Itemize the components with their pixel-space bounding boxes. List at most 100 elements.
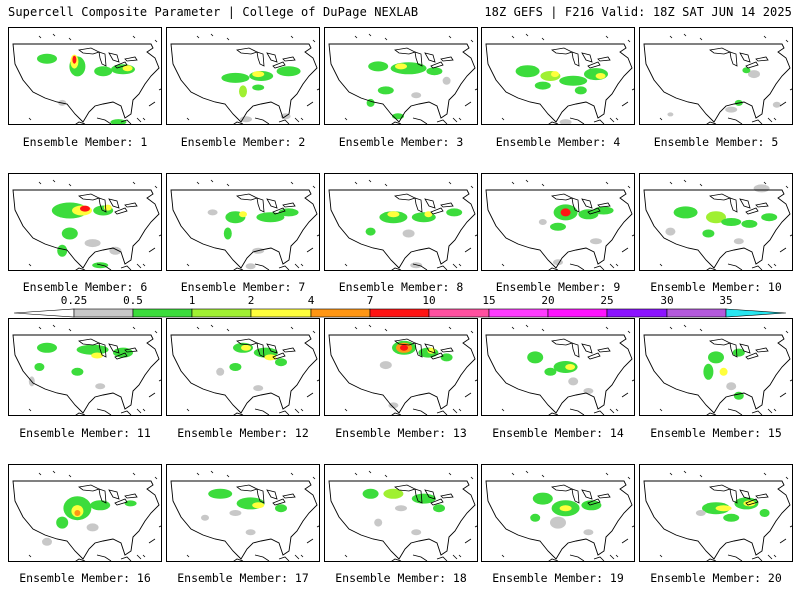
- map-mark: [142, 408, 146, 412]
- us-map-svg: [643, 470, 792, 561]
- ensemble-member-map: [166, 27, 320, 125]
- us-map-svg: [643, 33, 792, 124]
- great-lake: [282, 56, 296, 62]
- coastline: [464, 247, 472, 253]
- scp-contour: [538, 219, 547, 225]
- coastline: [233, 412, 244, 415]
- coastline: [474, 379, 477, 382]
- coastline: [294, 554, 300, 560]
- coastline: [412, 554, 428, 561]
- scp-contour: [446, 208, 463, 217]
- map-mark: [154, 39, 158, 43]
- colorbar-segment: [725, 308, 787, 318]
- colorbar-tick-label: 10: [422, 294, 436, 307]
- map-mark: [28, 554, 32, 558]
- great-lake: [739, 52, 751, 63]
- map-mark: [300, 554, 304, 558]
- ensemble-member-map: [481, 27, 635, 125]
- color-scale-legend: 0.25 0.5 1 2 4 7 10 15 20 25 30 35: [0, 294, 800, 326]
- us-map-svg: [485, 33, 634, 124]
- colorbar-segment: [132, 308, 193, 318]
- coastline: [464, 392, 472, 398]
- great-lake: [108, 489, 120, 500]
- coastline: [706, 412, 717, 415]
- colorbar-tick-label: 0.25: [60, 294, 88, 307]
- coastline: [233, 558, 244, 561]
- map-mark: [52, 324, 56, 328]
- map-mark: [384, 474, 388, 478]
- great-lake: [745, 207, 759, 215]
- ensemble-member-label: Ensemble Member: 5: [653, 135, 779, 149]
- coastline: [464, 101, 472, 107]
- ensemble-member-label: Ensemble Member: 1: [22, 135, 148, 149]
- colorbar-segment: [13, 308, 75, 318]
- scp-contour: [365, 227, 376, 236]
- us-map-svg: [170, 470, 319, 561]
- map-mark: [344, 263, 348, 267]
- us-border: [485, 189, 633, 269]
- scp-contour: [395, 505, 407, 512]
- great-lake: [739, 198, 751, 209]
- coastline: [706, 558, 717, 561]
- great-lake: [282, 347, 296, 353]
- scp-contour: [673, 206, 698, 219]
- ensemble-member-label: Ensemble Member: 7: [180, 280, 306, 294]
- great-lake: [729, 488, 738, 504]
- great-lake: [440, 56, 454, 62]
- great-lake: [745, 498, 759, 506]
- map-mark: [226, 37, 230, 41]
- great-lake: [108, 198, 120, 209]
- coastline: [96, 554, 112, 561]
- map-mark: [669, 472, 673, 476]
- great-lake: [266, 489, 278, 500]
- coastline: [474, 234, 477, 237]
- map-mark: [699, 183, 703, 187]
- coastline: [631, 234, 634, 237]
- coastline: [412, 263, 428, 270]
- coastline: [452, 117, 458, 123]
- scp-contour: [725, 106, 738, 113]
- scp-contour: [208, 488, 233, 499]
- coastline: [75, 412, 86, 415]
- great-lake: [430, 498, 444, 506]
- us-border: [328, 334, 476, 414]
- coastline: [751, 556, 763, 561]
- map-mark: [470, 39, 474, 43]
- scp-contour: [74, 510, 81, 516]
- coastline: [316, 234, 319, 237]
- colorbar-tick-label: 35: [719, 294, 733, 307]
- great-lake: [394, 47, 417, 55]
- map-mark: [627, 476, 631, 480]
- map-mark: [683, 324, 687, 328]
- coastline: [75, 121, 86, 124]
- scp-contour: [240, 116, 252, 123]
- scp-contour: [90, 500, 111, 511]
- scp-contour: [374, 518, 383, 527]
- scp-contour: [748, 70, 760, 79]
- great-lake: [108, 343, 120, 354]
- coastline: [158, 88, 161, 91]
- map-mark: [354, 472, 358, 476]
- great-lake: [755, 202, 769, 208]
- scp-contour: [124, 500, 137, 507]
- map-mark: [659, 554, 663, 558]
- scp-contour: [551, 71, 559, 78]
- coastline: [120, 556, 132, 561]
- map-mark: [354, 181, 358, 185]
- great-lake: [236, 338, 259, 346]
- scp-contour: [239, 211, 247, 218]
- map-mark: [142, 554, 146, 558]
- map-mark: [627, 185, 631, 189]
- map-mark: [683, 179, 687, 183]
- map-mark: [132, 35, 136, 39]
- scp-contour: [593, 206, 614, 215]
- coastline: [452, 408, 458, 414]
- great-lake: [256, 51, 265, 67]
- map-mark: [28, 263, 32, 267]
- scp-contour: [759, 509, 770, 517]
- map-mark: [605, 35, 609, 39]
- great-lake: [272, 61, 286, 69]
- scp-contour: [703, 363, 714, 380]
- map-mark: [384, 37, 388, 41]
- great-lake: [108, 52, 120, 63]
